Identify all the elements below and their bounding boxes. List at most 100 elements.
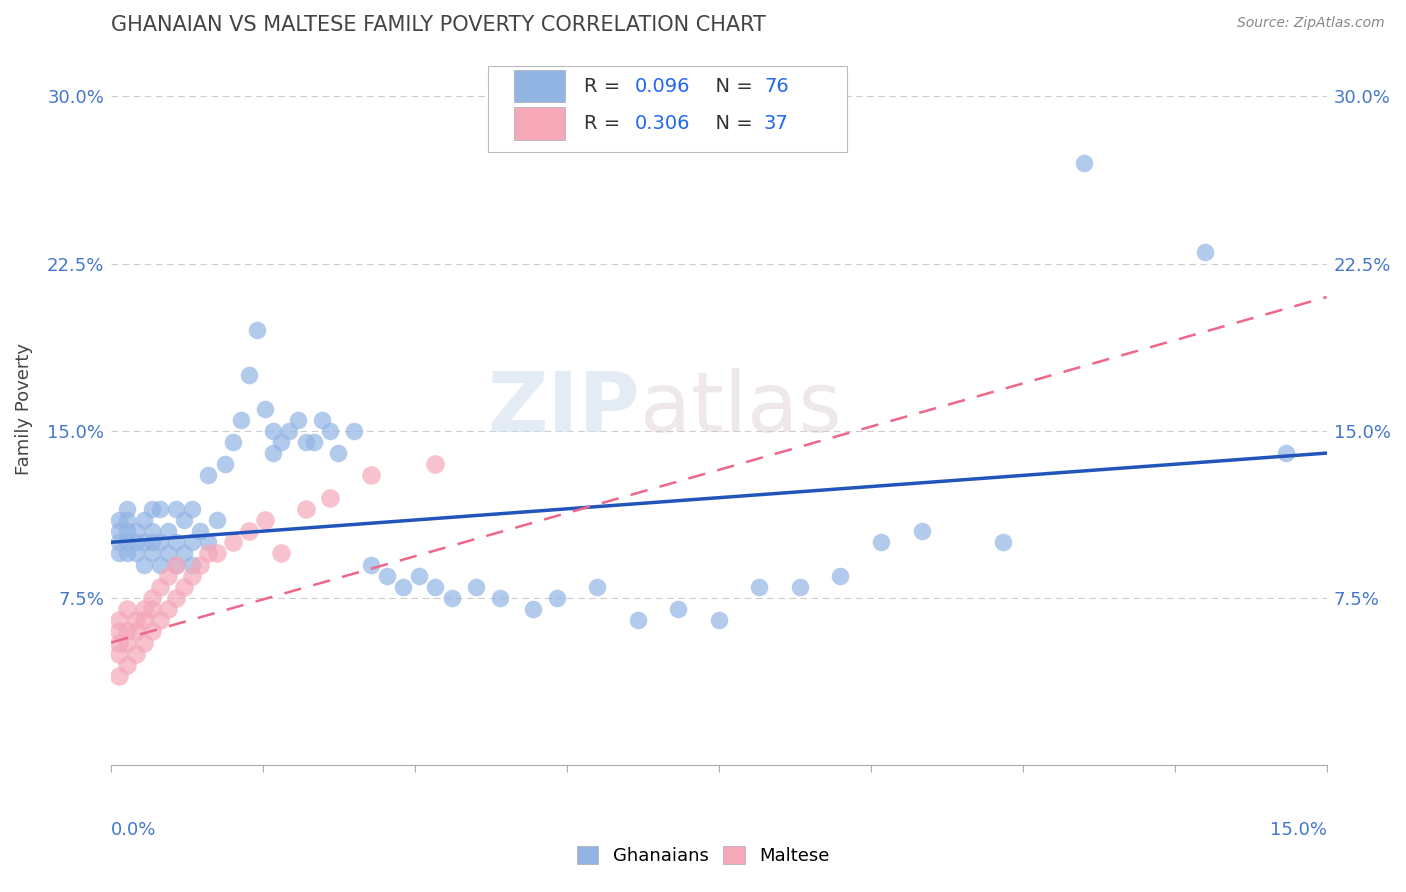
Y-axis label: Family Poverty: Family Poverty: [15, 343, 32, 475]
Point: [132, 635, 155, 649]
Point: [156, 524, 179, 538]
FancyBboxPatch shape: [513, 70, 565, 103]
Point: [830, 568, 852, 582]
Point: [141, 591, 163, 605]
Point: [124, 524, 146, 538]
Point: [141, 624, 163, 639]
Point: [149, 558, 172, 572]
Point: [181, 501, 204, 516]
Point: [108, 613, 131, 627]
Point: [425, 457, 447, 471]
Point: [229, 412, 252, 426]
Text: 37: 37: [763, 114, 789, 133]
Point: [586, 580, 609, 594]
Point: [156, 546, 179, 560]
Point: [991, 535, 1014, 549]
Point: [124, 535, 146, 549]
Point: [141, 501, 163, 516]
Point: [149, 535, 172, 549]
Point: [141, 546, 163, 560]
Point: [165, 558, 187, 572]
Point: [205, 513, 228, 527]
Point: [117, 602, 139, 616]
Text: 0.096: 0.096: [636, 77, 690, 95]
Point: [124, 546, 146, 560]
Point: [294, 501, 316, 516]
Point: [546, 591, 568, 605]
Point: [238, 368, 260, 382]
Point: [117, 535, 139, 549]
Text: 0.0%: 0.0%: [111, 821, 156, 839]
Point: [627, 613, 650, 627]
Point: [149, 580, 172, 594]
Point: [197, 468, 219, 483]
Point: [108, 513, 131, 527]
Point: [311, 412, 333, 426]
Text: ZIP: ZIP: [488, 368, 640, 449]
Point: [222, 535, 245, 549]
Point: [392, 580, 415, 594]
Text: N =: N =: [703, 114, 759, 133]
Point: [108, 669, 131, 683]
Point: [124, 624, 146, 639]
Point: [254, 401, 277, 416]
FancyBboxPatch shape: [488, 66, 846, 152]
Text: GHANAIAN VS MALTESE FAMILY POVERTY CORRELATION CHART: GHANAIAN VS MALTESE FAMILY POVERTY CORRE…: [111, 15, 766, 35]
Point: [165, 535, 187, 549]
Point: [173, 580, 195, 594]
Point: [262, 446, 284, 460]
Point: [108, 624, 131, 639]
Point: [319, 491, 342, 505]
Point: [117, 624, 139, 639]
Point: [668, 602, 690, 616]
Point: [165, 591, 187, 605]
Point: [464, 580, 486, 594]
Point: [262, 424, 284, 438]
Text: 15.0%: 15.0%: [1270, 821, 1327, 839]
Point: [181, 568, 204, 582]
Point: [748, 580, 770, 594]
Point: [222, 434, 245, 449]
Point: [238, 524, 260, 538]
Point: [343, 424, 366, 438]
Point: [132, 535, 155, 549]
Point: [1194, 245, 1216, 260]
Point: [173, 546, 195, 560]
Point: [132, 613, 155, 627]
Point: [188, 558, 211, 572]
Point: [141, 535, 163, 549]
Text: R =: R =: [583, 77, 627, 95]
Point: [375, 568, 398, 582]
Point: [165, 501, 187, 516]
Point: [165, 558, 187, 572]
Point: [108, 535, 131, 549]
Text: R =: R =: [583, 114, 627, 133]
Point: [117, 657, 139, 672]
Point: [270, 434, 292, 449]
Point: [522, 602, 544, 616]
Legend: Ghanaians, Maltese: Ghanaians, Maltese: [569, 838, 837, 872]
Point: [440, 591, 463, 605]
FancyBboxPatch shape: [513, 107, 565, 140]
Point: [108, 635, 131, 649]
Point: [319, 424, 342, 438]
Point: [246, 324, 269, 338]
Point: [108, 524, 131, 538]
Point: [1073, 156, 1095, 170]
Text: Source: ZipAtlas.com: Source: ZipAtlas.com: [1237, 16, 1385, 30]
Point: [910, 524, 932, 538]
Point: [124, 613, 146, 627]
Point: [360, 468, 382, 483]
Point: [149, 613, 172, 627]
Point: [188, 524, 211, 538]
Point: [132, 602, 155, 616]
Text: 76: 76: [763, 77, 789, 95]
Point: [173, 513, 195, 527]
Point: [141, 602, 163, 616]
Point: [197, 546, 219, 560]
Point: [360, 558, 382, 572]
Point: [156, 602, 179, 616]
Point: [214, 457, 236, 471]
Point: [489, 591, 512, 605]
Point: [205, 546, 228, 560]
